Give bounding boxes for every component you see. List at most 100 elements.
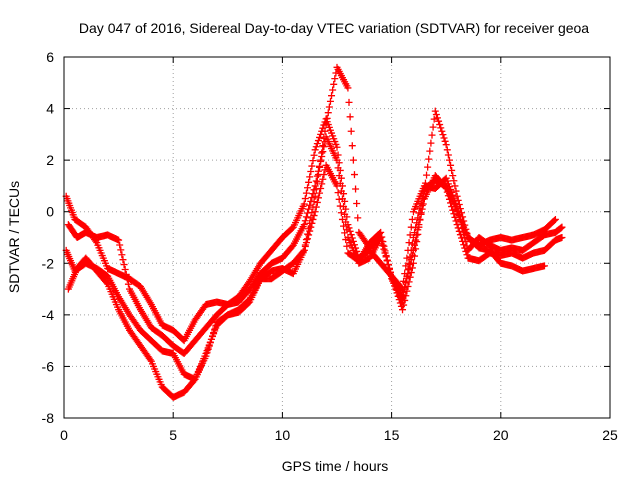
data-point bbox=[300, 246, 308, 254]
data-point bbox=[400, 301, 408, 309]
data-point bbox=[393, 289, 401, 297]
data-point bbox=[330, 80, 338, 88]
data-point bbox=[452, 217, 460, 225]
data-point bbox=[122, 270, 130, 278]
data-point bbox=[449, 206, 457, 214]
data-point bbox=[380, 245, 388, 253]
data-point bbox=[416, 216, 424, 224]
data-point bbox=[441, 137, 449, 145]
data-point bbox=[305, 225, 313, 233]
data-point bbox=[378, 237, 386, 245]
data-point bbox=[406, 273, 414, 281]
data-point bbox=[383, 257, 391, 265]
data-point bbox=[448, 166, 456, 174]
data-point bbox=[454, 196, 462, 204]
data-point bbox=[305, 178, 313, 186]
data-point bbox=[421, 179, 429, 187]
data-point bbox=[314, 137, 322, 145]
data-point bbox=[307, 167, 315, 175]
data-point bbox=[379, 241, 387, 249]
y-tick-label: -4 bbox=[42, 307, 55, 323]
data-point bbox=[103, 279, 111, 287]
data-point bbox=[419, 194, 427, 202]
data-point bbox=[323, 114, 331, 122]
data-point bbox=[305, 231, 313, 239]
data-point bbox=[438, 127, 446, 135]
data-point bbox=[342, 236, 350, 244]
data-point bbox=[412, 245, 420, 253]
data-point bbox=[335, 172, 343, 180]
data-point bbox=[432, 111, 440, 119]
y-tick-label: 0 bbox=[46, 204, 54, 220]
data-point bbox=[406, 253, 414, 261]
data-point bbox=[435, 117, 443, 125]
data-point bbox=[309, 157, 317, 165]
data-point bbox=[354, 214, 362, 222]
data-point bbox=[463, 251, 471, 259]
data-point bbox=[462, 225, 470, 233]
y-tick-label: -6 bbox=[42, 358, 55, 374]
data-point bbox=[408, 215, 416, 223]
data-point bbox=[384, 261, 392, 269]
data-point bbox=[316, 189, 324, 197]
data-point bbox=[427, 139, 435, 147]
data-point bbox=[424, 163, 432, 171]
data-point bbox=[301, 195, 309, 203]
data-point bbox=[333, 156, 341, 164]
data-point bbox=[329, 86, 337, 94]
data-point bbox=[405, 239, 413, 247]
data-point bbox=[442, 141, 450, 149]
data-point bbox=[401, 296, 409, 304]
data-point bbox=[456, 231, 464, 239]
data-point bbox=[445, 156, 453, 164]
data-point bbox=[324, 109, 332, 117]
data-point bbox=[462, 247, 470, 255]
data-point bbox=[403, 254, 411, 262]
x-tick-label: 5 bbox=[169, 427, 177, 443]
data-point bbox=[408, 264, 416, 272]
data-point bbox=[318, 180, 326, 188]
data-point bbox=[463, 229, 471, 237]
data-point bbox=[414, 230, 422, 238]
data-point bbox=[348, 142, 356, 150]
data-point bbox=[391, 282, 399, 290]
y-tick-label: 4 bbox=[46, 101, 54, 117]
data-point bbox=[313, 140, 321, 148]
x-axis-label: GPS time / hours bbox=[282, 458, 389, 474]
data-point bbox=[121, 265, 129, 273]
data-point bbox=[320, 134, 328, 142]
data-point bbox=[411, 252, 419, 260]
data-point bbox=[352, 185, 360, 193]
data-point bbox=[311, 192, 319, 200]
data-point bbox=[302, 213, 310, 221]
data-point bbox=[551, 215, 559, 223]
data-point bbox=[306, 173, 314, 181]
data-point bbox=[407, 269, 415, 277]
y-tick-label: 2 bbox=[46, 152, 54, 168]
data-point bbox=[322, 120, 330, 128]
plot-frame bbox=[63, 56, 611, 419]
data-point bbox=[417, 209, 425, 217]
data-point bbox=[459, 213, 467, 221]
data-point bbox=[328, 92, 336, 100]
data-point bbox=[406, 260, 414, 268]
data-point bbox=[344, 84, 352, 92]
data-point bbox=[312, 143, 320, 151]
data-point bbox=[540, 262, 548, 270]
data-point bbox=[409, 259, 417, 267]
y-tick-label: -2 bbox=[42, 255, 55, 271]
data-point bbox=[146, 356, 154, 364]
data-point bbox=[335, 195, 343, 203]
data-point bbox=[120, 261, 128, 269]
data-point bbox=[312, 185, 320, 193]
data-point bbox=[381, 249, 389, 257]
data-point bbox=[319, 142, 327, 150]
data-point bbox=[418, 202, 426, 210]
data-point bbox=[123, 275, 131, 283]
data-point bbox=[338, 215, 346, 223]
data-point bbox=[426, 147, 434, 155]
data-point bbox=[428, 131, 436, 139]
data-point bbox=[455, 227, 463, 235]
data-point bbox=[314, 194, 322, 202]
